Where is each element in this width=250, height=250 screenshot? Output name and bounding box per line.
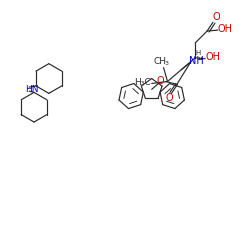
Text: NH: NH [189, 56, 204, 66]
Text: CH: CH [153, 57, 166, 66]
Text: OH: OH [206, 52, 220, 62]
Text: OH: OH [218, 24, 232, 34]
Text: H₃C: H₃C [134, 78, 151, 87]
Text: HN: HN [25, 85, 39, 94]
Text: O: O [157, 76, 164, 86]
Text: O: O [166, 93, 173, 103]
Text: H: H [196, 50, 201, 56]
Text: 3: 3 [164, 61, 168, 66]
Text: O: O [212, 12, 220, 22]
